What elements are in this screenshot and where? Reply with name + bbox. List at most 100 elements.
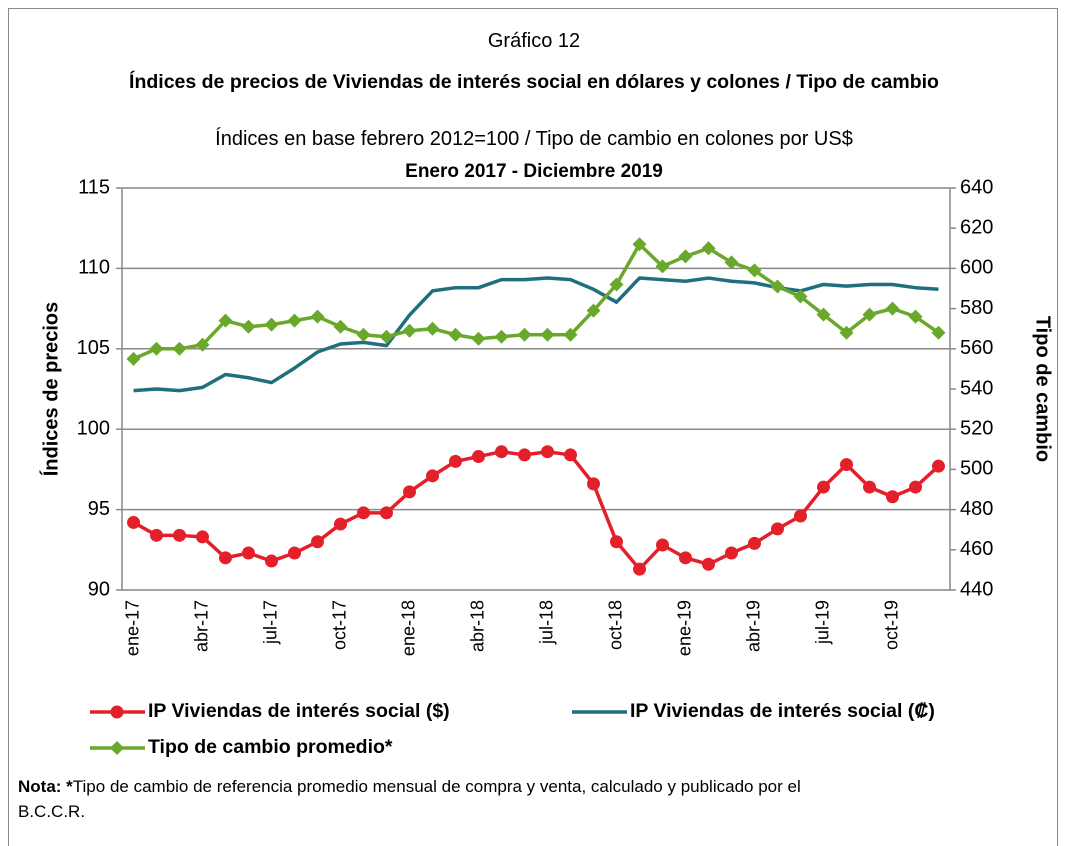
x-tick-label: ene-18 [398,600,418,656]
point [310,309,325,324]
point [655,259,670,274]
y-tick-label: 105 [77,337,110,359]
point [173,528,186,542]
point [195,337,210,352]
point [885,301,900,316]
point [218,313,233,328]
point [380,506,393,520]
point [242,546,255,560]
point [748,536,761,550]
point [288,546,301,560]
point [679,551,692,565]
point [333,319,348,334]
subtitle: Índices en base febrero 2012=100 / Tipo … [215,128,853,150]
y-tick-label: 100 [77,417,110,439]
point [287,313,302,328]
point [610,535,623,549]
point [448,327,463,342]
x-tick-label: oct-19 [881,600,901,650]
point [909,480,922,494]
pretitle: Gráfico 12 [487,30,581,52]
point [265,554,278,568]
point [702,557,715,571]
y2-tick-label: 580 [960,297,993,319]
y-axis-label: Índices de precios [39,302,62,477]
y-tick-label: 115 [78,176,110,198]
y-tick-label: 95 [88,498,110,520]
point [426,469,439,483]
series-line [132,242,940,361]
legend-label: Tipo de cambio promedio* [148,736,393,758]
y2-tick-label: 460 [960,538,993,560]
y2-tick-label: 520 [960,417,993,439]
x-tick-label: jul-18 [536,600,556,645]
point [264,317,279,332]
note-text: Tipo de cambio de referencia promedio me… [18,777,801,821]
x-tick-label: oct-18 [605,600,625,650]
series [127,445,945,576]
point [609,277,624,292]
point [586,303,601,318]
point [172,341,187,356]
x-tick-label: jul-17 [260,600,280,645]
point [632,237,647,252]
point [494,329,509,344]
point [886,490,899,504]
point [771,522,784,536]
legend-label: IP Viviendas de interés social (₡) [630,700,935,722]
x-tick-label: ene-19 [674,600,694,656]
x-tick-label: jul-19 [812,600,832,645]
point [587,477,600,491]
x-tick-label: ene-17 [122,600,142,656]
point [931,325,946,340]
y2-tick-label: 440 [960,578,993,600]
point [817,480,830,494]
point [725,546,738,560]
chart-title: Índices de precios de Viviendas de inter… [129,71,939,93]
frame [8,8,1058,846]
y2-tick-label: 620 [960,216,993,238]
point [701,241,716,256]
point [402,323,417,338]
x-tick-label: abr-17 [191,600,211,652]
point [540,327,555,342]
point [541,445,554,459]
y2-tick-label: 540 [960,377,993,399]
note: Nota: *Tipo de cambio de referencia prom… [18,774,838,824]
point [932,459,945,473]
point [747,263,762,278]
point [241,319,256,334]
point [357,506,370,520]
point [839,325,854,340]
point [403,485,416,499]
point [311,535,324,549]
point [840,458,853,472]
point [379,329,394,344]
period: Enero 2017 - Diciembre 2019 [405,161,663,182]
x-tick-label: oct-17 [329,600,349,650]
point [564,448,577,462]
legend-label: IP Viviendas de interés social ($) [148,700,450,722]
point [356,327,371,342]
point [656,538,669,552]
point [495,445,508,459]
point [471,331,486,346]
y2-tick-label: 640 [960,176,993,198]
point [793,289,808,304]
series [126,237,946,366]
point [196,530,209,544]
point [334,517,347,531]
series [133,276,939,393]
legend-marker [110,705,124,719]
point [862,307,877,322]
x-tick-label: abr-19 [743,600,763,652]
y-tick-label: 90 [88,578,110,600]
point [518,448,531,462]
point [517,327,532,342]
series-line [133,276,939,393]
point [219,551,232,565]
point [127,515,140,529]
point [449,454,462,468]
